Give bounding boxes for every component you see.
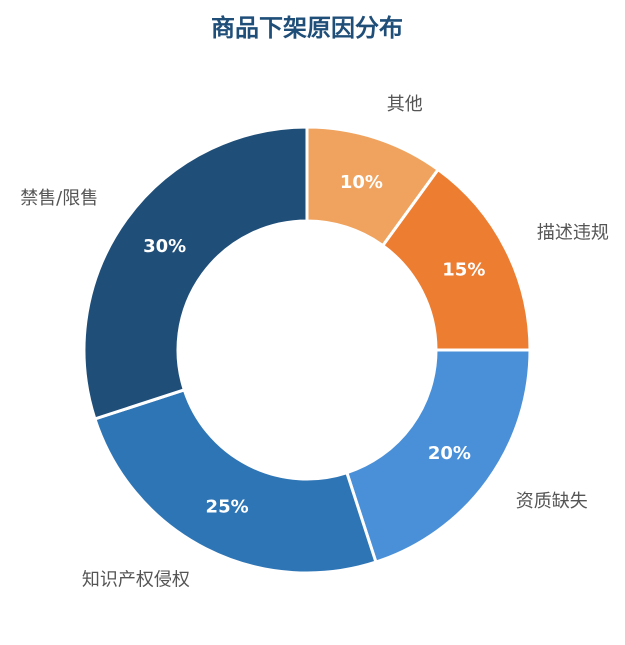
percent-label: 25%: [206, 496, 249, 517]
percent-label: 10%: [340, 172, 383, 193]
category-label: 禁售/限售: [20, 188, 98, 209]
percent-label: 30%: [143, 236, 186, 257]
donut-slice: [82, 125, 309, 421]
category-label: 描述违规: [537, 222, 609, 243]
category-label: 知识产权侵权: [82, 569, 190, 590]
donut-slices: [82, 125, 532, 575]
category-label: 资质缺失: [516, 491, 588, 512]
slice-labels: 10% 其他 15% 描述违规 20% 资质缺失 25% 知识产权侵权 30% 禁售/限售: [20, 94, 609, 590]
donut-slice: [93, 387, 378, 575]
percent-label: 20%: [428, 443, 471, 464]
chart-title: 商品下架原因分布: [211, 14, 403, 42]
percent-label: 15%: [442, 260, 485, 281]
category-label: 其他: [387, 94, 423, 115]
donut-slice: [344, 348, 532, 564]
